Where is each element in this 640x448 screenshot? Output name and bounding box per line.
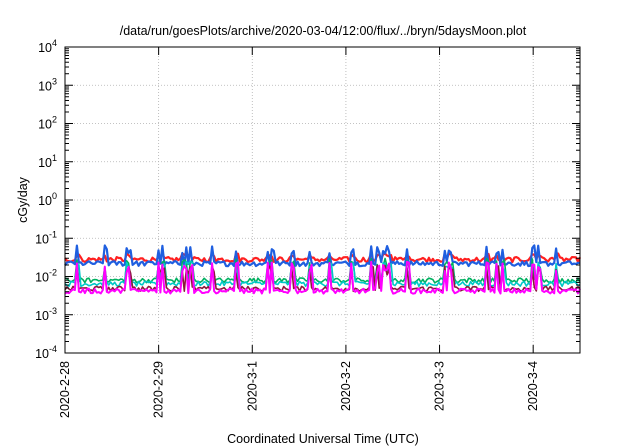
x-tick-label: 2020-2-28: [58, 361, 72, 418]
y-tick-label: 10-3: [35, 306, 57, 323]
y-tick-label: 10-2: [35, 268, 57, 285]
series-line: [64, 260, 581, 295]
x-tick-label: 2020-3-3: [433, 361, 447, 411]
plot-frame: [64, 46, 581, 354]
grid: [65, 47, 580, 353]
x-tick-label: 2020-2-29: [152, 361, 166, 418]
y-axis: 10-4 10-3 10-2 10-1 100 101 102 103 104: [35, 38, 580, 361]
y-tick-label: 100: [38, 191, 57, 208]
y-tick-label: 103: [38, 76, 57, 93]
x-tick-label: 2020-3-4: [526, 361, 540, 411]
x-tick-label: 2020-3-1: [245, 361, 259, 411]
series-line: [64, 252, 582, 264]
y-tick-label: 10-1: [35, 229, 57, 246]
y-axis-label: cGy/day: [16, 176, 30, 223]
x-tick-label: 2020-3-2: [339, 361, 353, 411]
y-tick-label: 104: [38, 38, 57, 55]
series-line: [64, 244, 581, 268]
y-tick-label: 10-4: [35, 344, 57, 361]
y-tick-label: 102: [38, 115, 57, 132]
x-axis: 2020-2-28 2020-2-29 2020-3-1 2020-3-2 2020-3…: [58, 47, 540, 418]
series-group: [64, 244, 582, 295]
y-tick-label: 101: [38, 153, 57, 170]
chart-title: /data/run/goesPlots/archive/2020-03-04/1…: [120, 24, 527, 38]
x-axis-label: Coordinated Universal Time (UTC): [227, 432, 419, 446]
